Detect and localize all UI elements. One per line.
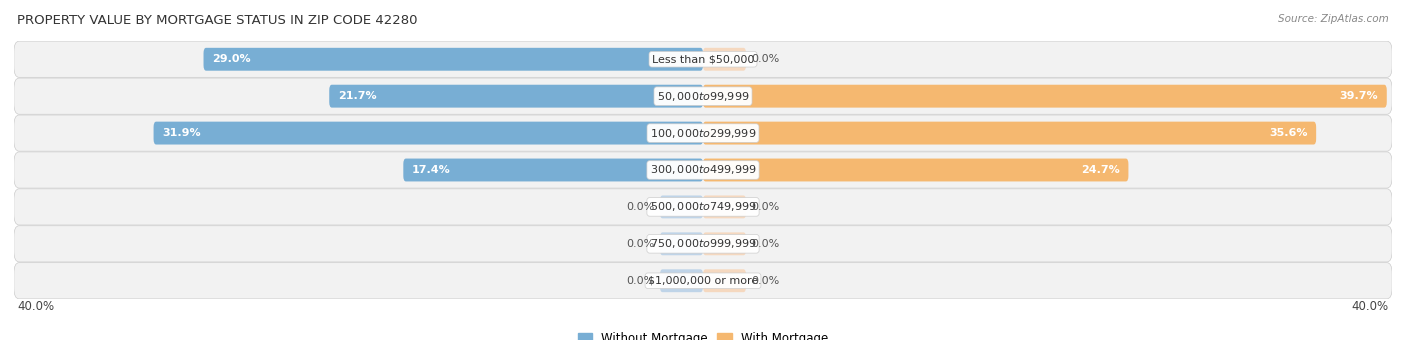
FancyBboxPatch shape bbox=[14, 189, 1392, 225]
Text: $100,000 to $299,999: $100,000 to $299,999 bbox=[650, 126, 756, 140]
Text: 0.0%: 0.0% bbox=[751, 276, 779, 286]
Text: 40.0%: 40.0% bbox=[17, 300, 55, 313]
FancyBboxPatch shape bbox=[14, 78, 1392, 114]
Text: 40.0%: 40.0% bbox=[1351, 300, 1389, 313]
Text: 31.9%: 31.9% bbox=[162, 128, 201, 138]
Text: 0.0%: 0.0% bbox=[627, 202, 655, 212]
Text: $750,000 to $999,999: $750,000 to $999,999 bbox=[650, 237, 756, 250]
FancyBboxPatch shape bbox=[703, 48, 747, 71]
FancyBboxPatch shape bbox=[404, 158, 703, 182]
FancyBboxPatch shape bbox=[703, 195, 747, 218]
FancyBboxPatch shape bbox=[14, 226, 1392, 262]
Text: 0.0%: 0.0% bbox=[751, 239, 779, 249]
Text: 29.0%: 29.0% bbox=[212, 54, 250, 64]
Legend: Without Mortgage, With Mortgage: Without Mortgage, With Mortgage bbox=[574, 328, 832, 340]
Text: $50,000 to $99,999: $50,000 to $99,999 bbox=[657, 90, 749, 103]
FancyBboxPatch shape bbox=[204, 48, 703, 71]
FancyBboxPatch shape bbox=[14, 41, 1392, 77]
FancyBboxPatch shape bbox=[703, 232, 747, 255]
Text: 0.0%: 0.0% bbox=[627, 239, 655, 249]
Text: PROPERTY VALUE BY MORTGAGE STATUS IN ZIP CODE 42280: PROPERTY VALUE BY MORTGAGE STATUS IN ZIP… bbox=[17, 14, 418, 27]
Text: 35.6%: 35.6% bbox=[1270, 128, 1308, 138]
Text: 39.7%: 39.7% bbox=[1340, 91, 1378, 101]
FancyBboxPatch shape bbox=[153, 122, 703, 144]
FancyBboxPatch shape bbox=[14, 115, 1392, 151]
Text: 0.0%: 0.0% bbox=[751, 202, 779, 212]
Text: 0.0%: 0.0% bbox=[627, 276, 655, 286]
FancyBboxPatch shape bbox=[329, 85, 703, 108]
FancyBboxPatch shape bbox=[14, 263, 1392, 299]
FancyBboxPatch shape bbox=[703, 269, 747, 292]
FancyBboxPatch shape bbox=[659, 232, 703, 255]
Text: 21.7%: 21.7% bbox=[337, 91, 377, 101]
Text: 17.4%: 17.4% bbox=[412, 165, 451, 175]
Text: 24.7%: 24.7% bbox=[1081, 165, 1119, 175]
FancyBboxPatch shape bbox=[659, 269, 703, 292]
Text: $300,000 to $499,999: $300,000 to $499,999 bbox=[650, 164, 756, 176]
FancyBboxPatch shape bbox=[659, 195, 703, 218]
Text: Source: ZipAtlas.com: Source: ZipAtlas.com bbox=[1278, 14, 1389, 23]
FancyBboxPatch shape bbox=[703, 158, 1129, 182]
FancyBboxPatch shape bbox=[14, 152, 1392, 188]
Text: 0.0%: 0.0% bbox=[751, 54, 779, 64]
FancyBboxPatch shape bbox=[703, 85, 1386, 108]
Text: Less than $50,000: Less than $50,000 bbox=[652, 54, 754, 64]
FancyBboxPatch shape bbox=[703, 122, 1316, 144]
Text: $500,000 to $749,999: $500,000 to $749,999 bbox=[650, 200, 756, 214]
Text: $1,000,000 or more: $1,000,000 or more bbox=[648, 276, 758, 286]
